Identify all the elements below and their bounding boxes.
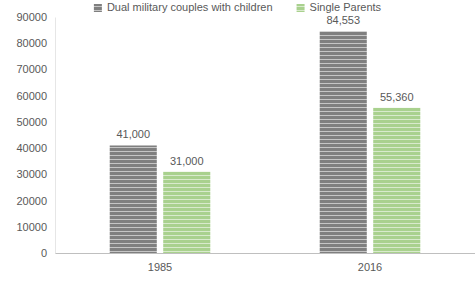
y-tick: 40000	[16, 142, 55, 154]
y-tick: 30000	[16, 168, 55, 180]
y-tick: 60000	[16, 90, 55, 102]
y-tick-label: 40000	[16, 142, 47, 154]
legend-item: Single Parents	[297, 1, 382, 13]
y-tick-label: 30000	[16, 168, 47, 180]
legend-swatch	[94, 4, 102, 12]
legend-item: Dual military couples with children	[94, 1, 273, 13]
data-label: 31,000	[170, 155, 204, 167]
y-tick: 70000	[16, 63, 55, 75]
legend-label: Dual military couples with children	[107, 1, 273, 13]
legend: Dual military couples with children Singl…	[94, 1, 382, 13]
bar	[373, 108, 420, 253]
y-tick: 90000	[16, 11, 55, 23]
x-tick: 2016	[358, 253, 382, 273]
y-tick-label: 10000	[16, 221, 47, 233]
x-tick-label: 2016	[358, 261, 382, 273]
data-label: 41,000	[116, 128, 150, 140]
x-axis-line	[56, 253, 475, 254]
y-tick: 50000	[16, 116, 55, 128]
y-tick-label: 50000	[16, 116, 47, 128]
bar	[320, 31, 367, 253]
y-tick-label: 90000	[16, 11, 47, 23]
y-tick: 20000	[16, 195, 55, 207]
data-label: 84,553	[326, 14, 360, 26]
chart: 0 10000 20000 30000 40000 50000 60000 70000 8000…	[0, 0, 475, 283]
y-tick-label: 20000	[16, 195, 47, 207]
y-tick: 10000	[16, 221, 55, 233]
y-tick-label: 80000	[16, 37, 47, 49]
bars	[110, 31, 421, 253]
y-tick: 0	[41, 247, 55, 259]
y-tick-label: 70000	[16, 63, 47, 75]
data-labels: 41,000 84,553 31,000 55,360	[116, 14, 413, 166]
y-tick-label: 60000	[16, 90, 47, 102]
y-axis-line	[55, 18, 56, 254]
y-tick-label: 0	[41, 247, 47, 259]
bar	[110, 145, 157, 253]
x-tick-label: 1985	[148, 261, 172, 273]
data-label: 55,360	[380, 91, 414, 103]
legend-swatch	[297, 4, 305, 12]
x-axis: 1985 2016	[56, 253, 475, 273]
legend-label: Single Parents	[310, 1, 382, 13]
x-tick: 1985	[148, 253, 172, 273]
y-tick: 80000	[16, 37, 55, 49]
bar	[163, 172, 210, 253]
y-axis: 0 10000 20000 30000 40000 50000 60000 70000 8000…	[16, 11, 55, 259]
